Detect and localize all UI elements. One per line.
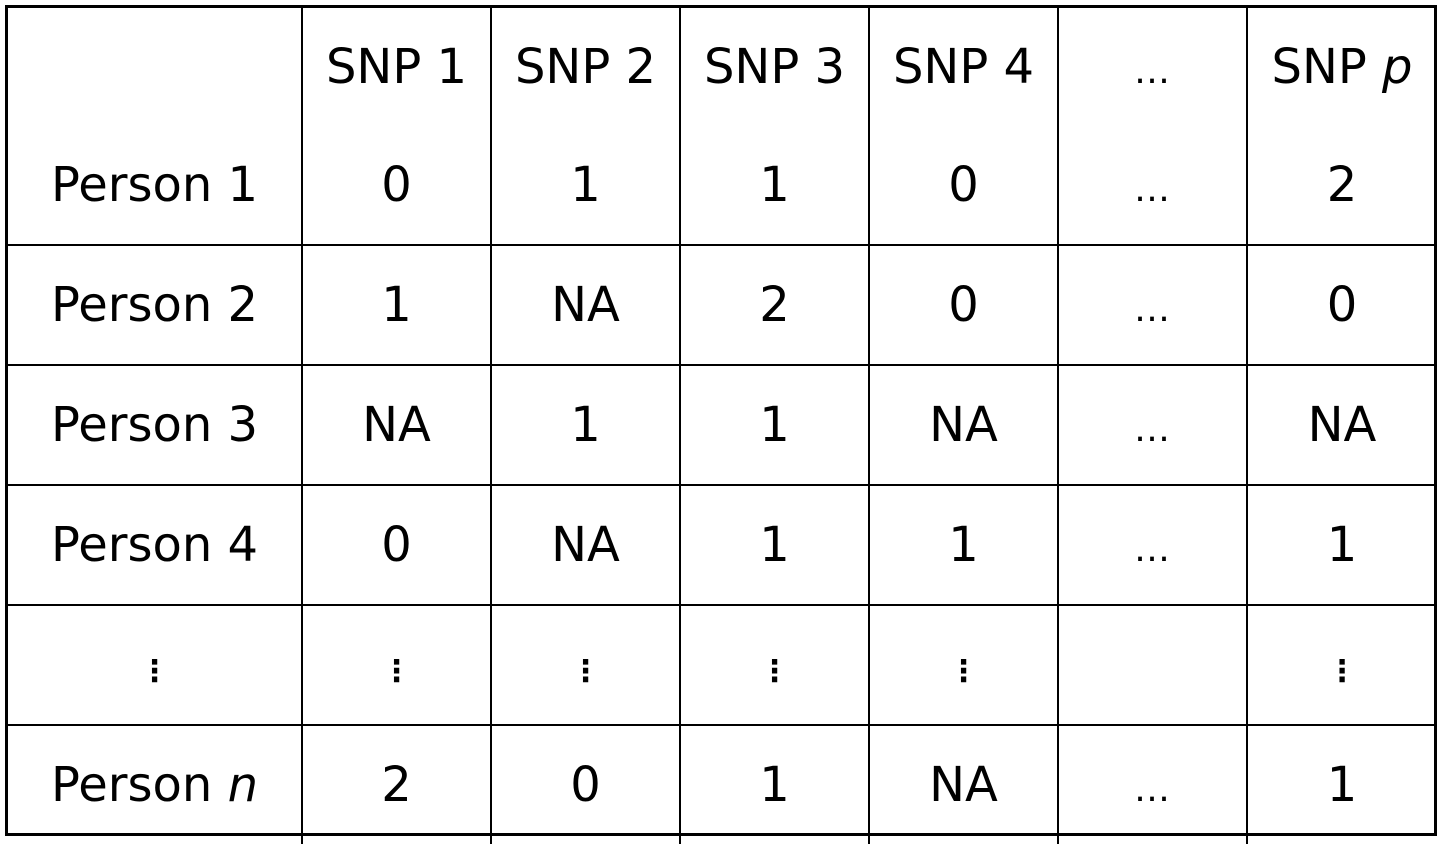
column-header: SNP 4 <box>868 8 1059 126</box>
table-cell: NA <box>490 244 681 366</box>
table-cell: ⋮ <box>490 604 681 726</box>
table-cell: 1 <box>490 364 681 486</box>
table-cell: 2 <box>1246 126 1436 246</box>
table-cell: 0 <box>301 126 492 246</box>
table-cell: 2 <box>301 724 492 844</box>
table-cell: 1 <box>679 484 870 606</box>
table-cell: ⋮ <box>679 604 870 726</box>
table-row: Person 1 0 1 1 0… 2 <box>8 126 1436 246</box>
table-cell: 1 <box>1246 484 1436 606</box>
table-cell: 1 <box>1246 724 1436 844</box>
table-cell: 1 <box>679 126 870 246</box>
table-cell: 1 <box>868 484 1059 606</box>
genotype-matrix: SNP 1 SNP 2 SNP 3 SNP 4 … SNP p Person 1… <box>5 5 1437 844</box>
row-label: Person 3 <box>8 364 303 486</box>
table-cell: ⋮ <box>301 604 492 726</box>
table-cell: … <box>1057 484 1248 606</box>
column-header: SNP 3 <box>679 8 870 126</box>
table-cell: 0 <box>1246 244 1436 366</box>
table-cell: 1 <box>679 724 870 844</box>
column-header: SNP 2 <box>490 8 681 126</box>
table-cell: 1 <box>301 244 492 366</box>
table-cell: 1 <box>679 364 870 486</box>
column-header-ellipsis: … <box>1057 8 1248 126</box>
column-header: SNP p <box>1246 8 1436 126</box>
corner-cell <box>8 8 303 126</box>
table-cell: NA <box>490 484 681 606</box>
column-header: SNP 1 <box>301 8 492 126</box>
table-row: Person 4 0 NA 1 1… 1 <box>8 484 1436 606</box>
table-cell: 0 <box>868 244 1059 366</box>
table-cell: 0 <box>301 484 492 606</box>
table-cell: 2 <box>679 244 870 366</box>
table-cell: ⋮ <box>868 604 1059 726</box>
table-cell <box>1057 604 1248 726</box>
table-cell: 0 <box>868 126 1059 246</box>
row-label: ⋮ <box>8 604 303 726</box>
table-cell: 0 <box>490 724 681 844</box>
table-row: ⋮ ⋮ ⋮ ⋮ ⋮ ⋮ <box>8 604 1436 726</box>
table-cell: … <box>1057 244 1248 366</box>
snp-table: SNP 1 SNP 2 SNP 3 SNP 4 … SNP p Person 1… <box>8 8 1436 844</box>
table-cell: ⋮ <box>1246 604 1436 726</box>
row-label: Person 4 <box>8 484 303 606</box>
header-row: SNP 1 SNP 2 SNP 3 SNP 4 … SNP p <box>8 8 1436 126</box>
row-label: Person 2 <box>8 244 303 366</box>
table-cell: … <box>1057 364 1248 486</box>
row-label: Person 1 <box>8 126 303 246</box>
table-row: Person n 2 0 1 NA… 1 <box>8 724 1436 844</box>
table-row: Person 3 NA 1 1 NA… NA <box>8 364 1436 486</box>
table-cell: … <box>1057 126 1248 246</box>
table-row: Person 2 1 NA 2 0… 0 <box>8 244 1436 366</box>
table-cell: 1 <box>490 126 681 246</box>
row-label: Person n <box>8 724 303 844</box>
table-cell: NA <box>868 364 1059 486</box>
table-cell: … <box>1057 724 1248 844</box>
table-cell: NA <box>868 724 1059 844</box>
table-cell: NA <box>301 364 492 486</box>
table-cell: NA <box>1246 364 1436 486</box>
